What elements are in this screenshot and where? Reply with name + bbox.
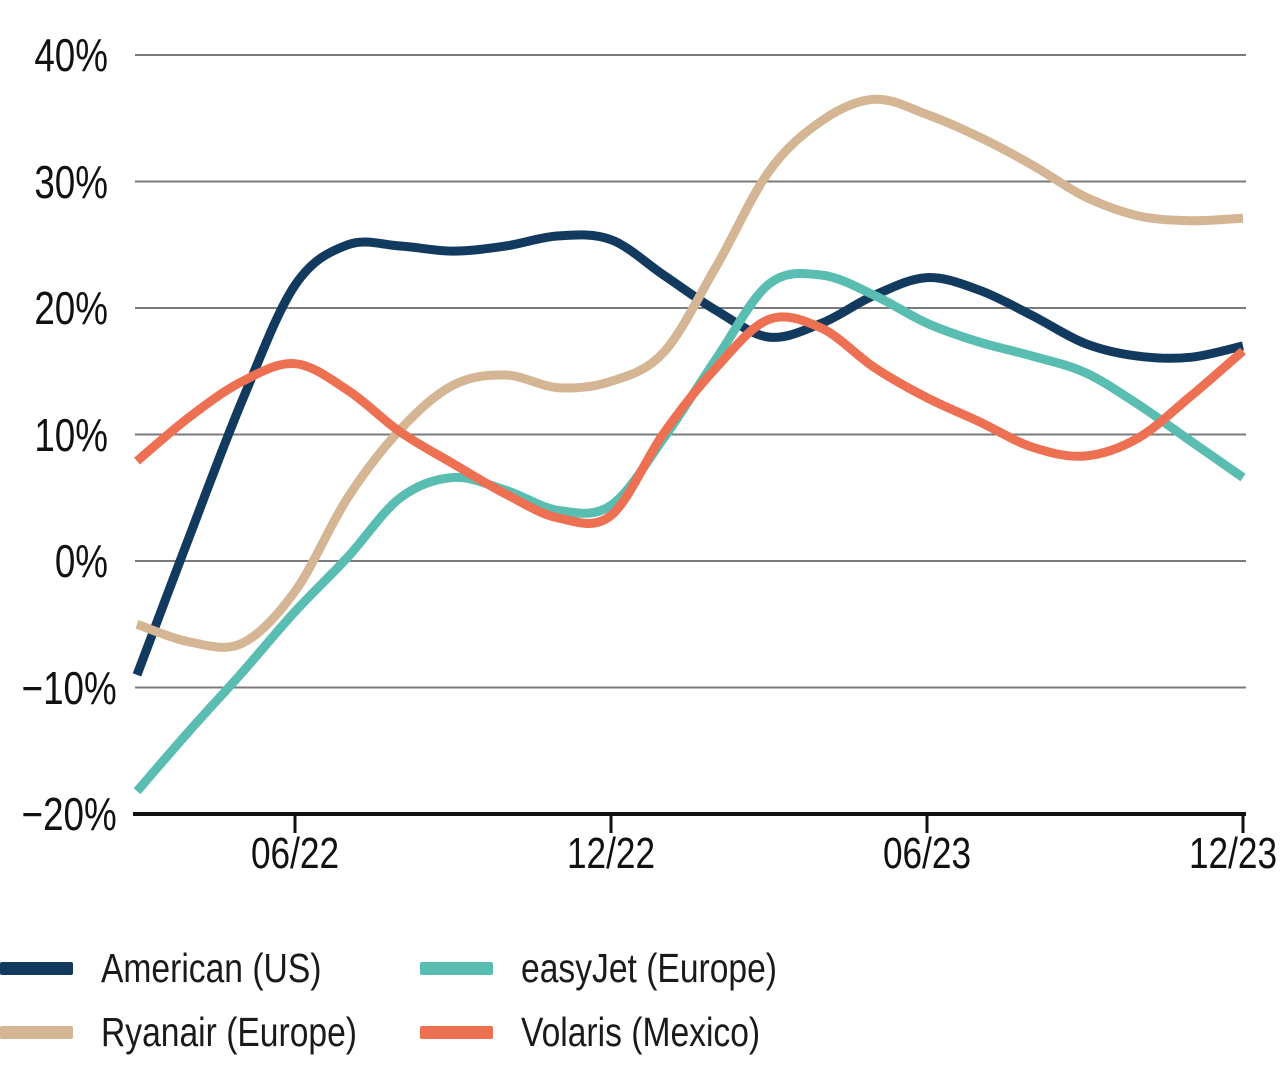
y-axis-label-40: 40%	[34, 29, 109, 81]
y-axis-label-0: 0%	[54, 535, 108, 587]
y-axis-label--20: −20%	[21, 788, 117, 840]
y-axis-label--10: −10%	[21, 661, 117, 714]
legend-item-american: American (US)	[0, 944, 370, 992]
legend-item-ryanair: Ryanair (Europe)	[0, 1008, 413, 1056]
x-axis-label-06-22: 06/22	[250, 829, 340, 878]
y-axis-label-30: 30%	[34, 155, 109, 208]
legend-item-volaris: Volaris (Mexico)	[420, 1008, 813, 1056]
legend-item-easyjet: easyJet (Europe)	[420, 944, 833, 992]
y-axis-label-20: 20%	[34, 282, 109, 334]
x-axis-label-12-23: 12/23	[1188, 829, 1278, 878]
legend-label-easyjet: easyJet (Europe)	[521, 945, 778, 991]
x-axis-label-06-23: 06/23	[882, 829, 972, 878]
series-line-ryanair-europe	[135, 94, 1244, 652]
easyjet-line-swatch	[420, 961, 493, 975]
series-line-american-us	[132, 230, 1245, 677]
legend-label-american: American (US)	[101, 945, 322, 991]
ryanair-line-swatch	[0, 1025, 73, 1039]
y-axis-label-10: 10%	[34, 408, 109, 461]
legend-label-ryanair: Ryanair (Europe)	[101, 1009, 357, 1055]
american-line-swatch	[0, 961, 73, 975]
x-axis-label-12-22: 12/22	[566, 829, 656, 878]
legend-label-volaris: Volaris (Mexico)	[521, 1009, 761, 1055]
series-line-easyjet-europe	[133, 268, 1246, 795]
series-line-volaris-mexico	[134, 312, 1246, 528]
volaris-line-swatch	[420, 1025, 493, 1039]
